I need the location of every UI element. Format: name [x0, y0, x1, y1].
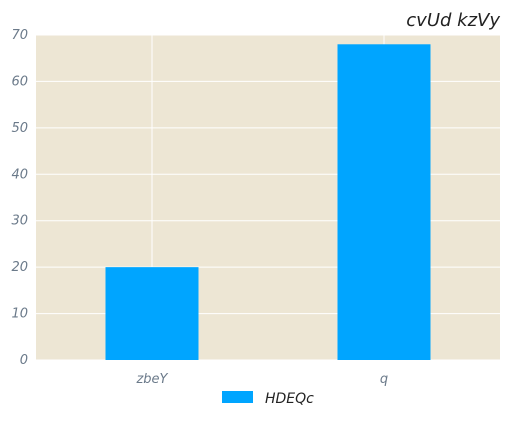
y-tick-label: 60 — [11, 74, 28, 89]
x-axis-ticks: zbeY q — [135, 372, 388, 387]
legend-swatch — [222, 391, 253, 403]
y-tick-label: 40 — [11, 167, 28, 182]
bar-q[interactable] — [337, 44, 431, 361]
x-tick-label: zbeY — [135, 372, 168, 387]
y-tick-label: 50 — [11, 121, 28, 136]
y-axis-ticks: 0 10 20 30 40 50 60 70 — [11, 28, 28, 368]
x-tick-label: q — [380, 372, 388, 387]
chart-title: cvUd kzVy — [406, 10, 500, 31]
y-tick-label: 30 — [11, 214, 28, 229]
bars — [105, 44, 431, 361]
y-tick-label: 70 — [11, 28, 28, 43]
legend[interactable]: HDEQc — [222, 391, 314, 407]
y-tick-label: 20 — [11, 260, 28, 275]
y-tick-label: 0 — [20, 353, 28, 368]
bar-zbeY[interactable] — [105, 267, 199, 360]
y-tick-label: 10 — [11, 307, 28, 322]
legend-label: HDEQc — [265, 391, 314, 407]
